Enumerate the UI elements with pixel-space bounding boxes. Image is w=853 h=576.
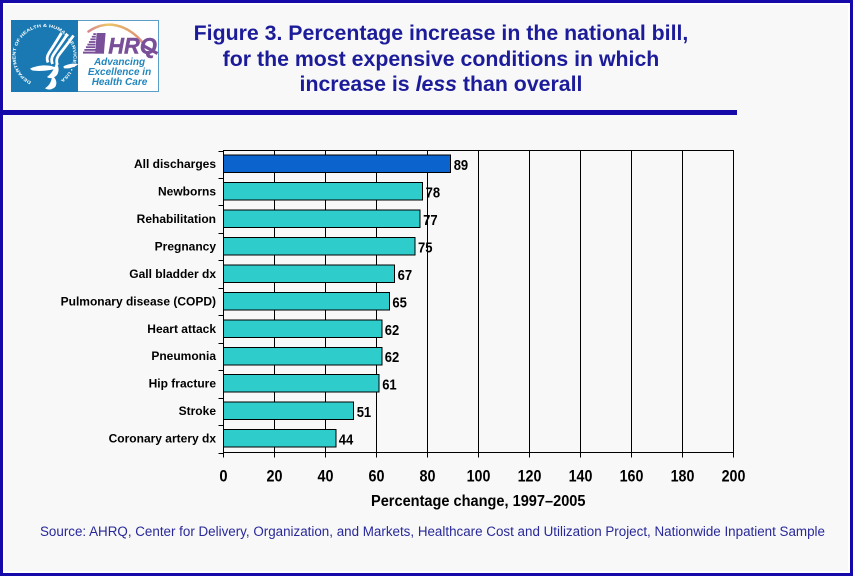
svg-text:67: 67 — [398, 268, 413, 284]
svg-text:140: 140 — [569, 466, 593, 485]
svg-text:Newborns: Newborns — [158, 185, 216, 199]
svg-text:75: 75 — [418, 240, 433, 256]
svg-text:Health Care: Health Care — [92, 77, 148, 88]
svg-text:120: 120 — [518, 466, 542, 485]
svg-text:Hip fracture: Hip fracture — [149, 377, 217, 391]
svg-text:All discharges: All discharges — [134, 157, 216, 171]
svg-text:60: 60 — [369, 466, 385, 485]
svg-text:Advancing: Advancing — [93, 57, 145, 68]
svg-text:Pregnancy: Pregnancy — [155, 239, 217, 253]
svg-text:61: 61 — [382, 378, 397, 394]
svg-text:Coronary artery dx: Coronary artery dx — [109, 432, 217, 446]
svg-text:Gall bladder dx: Gall bladder dx — [129, 267, 216, 281]
svg-text:44: 44 — [339, 433, 354, 449]
svg-text:Percentage change, 1997–2005: Percentage change, 1997–2005 — [371, 493, 586, 510]
svg-text:180: 180 — [671, 466, 695, 485]
svg-text:20: 20 — [267, 466, 283, 485]
svg-text:Pulmonary disease (COPD): Pulmonary disease (COPD) — [61, 294, 216, 308]
svg-text:77: 77 — [423, 213, 438, 229]
svg-text:Rehabilitation: Rehabilitation — [137, 212, 216, 226]
svg-text:HRQ: HRQ — [108, 33, 157, 58]
svg-text:78: 78 — [426, 186, 441, 202]
svg-text:40: 40 — [318, 466, 334, 485]
svg-text:Excellence in: Excellence in — [88, 67, 151, 78]
svg-text:Heart attack: Heart attack — [147, 322, 216, 336]
svg-text:51: 51 — [357, 405, 372, 421]
svg-text:62: 62 — [385, 350, 400, 366]
svg-text:65: 65 — [392, 295, 407, 311]
svg-text:89: 89 — [454, 158, 469, 174]
svg-text:80: 80 — [420, 466, 436, 485]
svg-text:Stroke: Stroke — [179, 404, 217, 418]
svg-text:0: 0 — [219, 466, 227, 485]
svg-text:160: 160 — [620, 466, 644, 485]
svg-text:62: 62 — [385, 323, 400, 339]
svg-text:Pneumonia: Pneumonia — [151, 349, 216, 363]
svg-text:100: 100 — [467, 466, 491, 485]
svg-text:200: 200 — [722, 466, 746, 485]
